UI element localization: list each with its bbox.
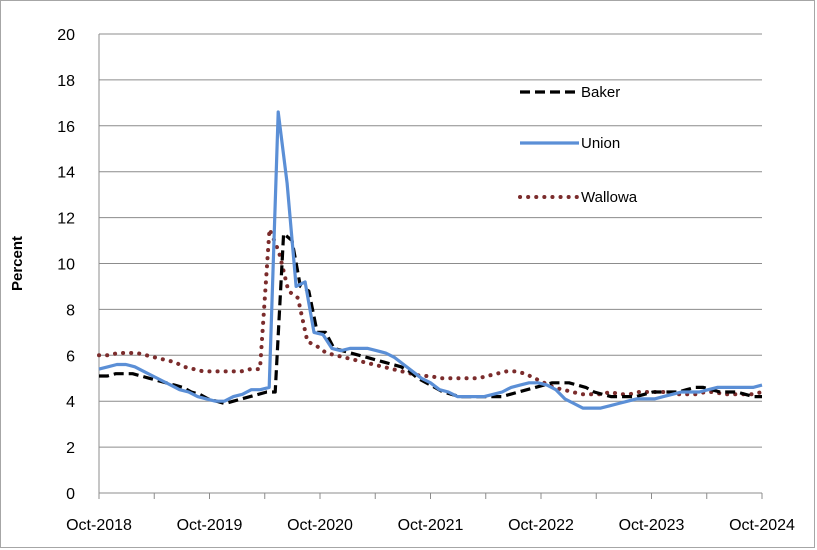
y-axis-title: Percent (9, 236, 26, 291)
legend-label-baker: Baker (581, 84, 620, 101)
x-tick-label: Oct-2020 (287, 517, 353, 534)
x-tick-label: Oct-2021 (398, 517, 464, 534)
y-tick-label: 0 (66, 486, 75, 503)
y-tick-label: 12 (57, 211, 75, 228)
series-line-wallowa (97, 227, 764, 397)
axes: 0 2 4 6 8 10 12 14 16 18 20 Oct-2018 Oct-2019 Oct-202… (57, 27, 795, 534)
y-tick-label: 6 (66, 348, 75, 365)
x-tick-label: Oct-2019 (177, 517, 243, 534)
y-tick-label: 16 (57, 119, 75, 136)
y-tick-label: 20 (57, 27, 75, 44)
series-layer (97, 110, 764, 410)
y-tick-label: 2 (66, 440, 75, 457)
legend: Baker Union Wallowa (518, 84, 638, 206)
x-tick-label: Oct-2023 (619, 517, 685, 534)
x-tick-label: Oct-2022 (508, 517, 574, 534)
y-tick-label: 14 (57, 165, 75, 182)
y-tick-label: 4 (66, 394, 75, 411)
legend-label-wallowa: Wallowa (581, 189, 638, 206)
x-tick-label: Oct-2018 (66, 517, 132, 534)
series-line-baker (99, 232, 762, 406)
y-tick-label: 18 (57, 73, 75, 90)
y-tick-label: 8 (66, 302, 75, 319)
y-tick-label: 10 (57, 257, 75, 274)
x-tick-label: Oct-2024 (729, 517, 795, 534)
legend-label-union: Union (581, 135, 620, 152)
series-line-union (98, 110, 763, 410)
grid-lines (99, 33, 762, 448)
